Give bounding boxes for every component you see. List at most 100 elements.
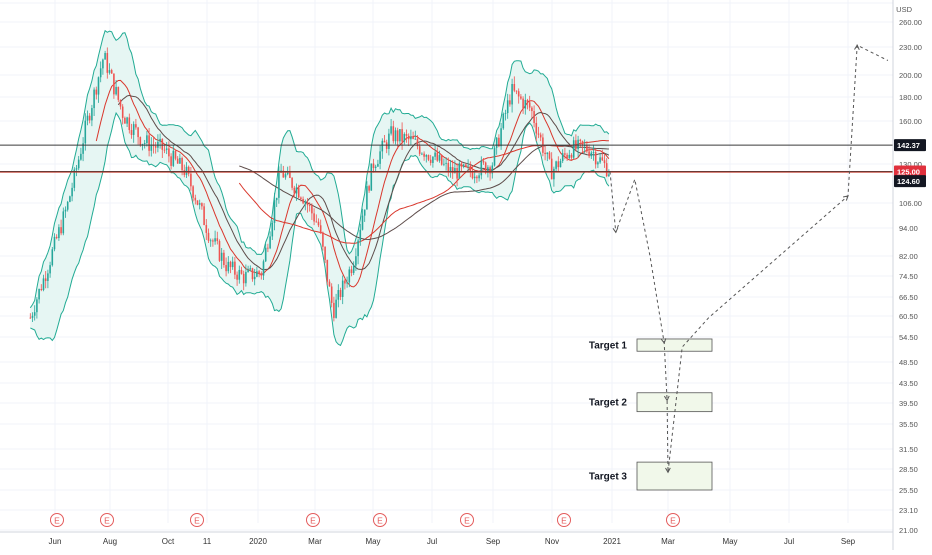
candle-body [58, 227, 60, 239]
earnings-marker[interactable]: E [557, 513, 571, 527]
candle-body [31, 315, 34, 318]
candle-body [269, 236, 271, 249]
candle-body [126, 117, 128, 124]
target-label: Target 2 [589, 398, 628, 409]
candle-body [262, 261, 265, 276]
candle-body [383, 140, 386, 143]
candle-body [471, 171, 474, 179]
candle-body [350, 269, 353, 274]
candle-body [47, 273, 49, 281]
projection-path[interactable] [609, 44, 889, 474]
candle-body [568, 154, 571, 158]
candle-body [282, 170, 285, 178]
earnings-marker[interactable]: E [373, 513, 387, 527]
candle-body [509, 100, 511, 105]
candle-body [71, 187, 73, 197]
price-tick-label: 23.10 [899, 506, 918, 515]
candle-body [557, 161, 560, 168]
time-tick-label: May [722, 537, 737, 546]
candle-body [460, 163, 463, 167]
projection-arrowhead [842, 195, 849, 201]
time-tick-label: Nov [545, 537, 559, 546]
candle-body [295, 187, 298, 194]
candle-body [38, 289, 40, 300]
price-label-text: 124.60 [897, 177, 920, 186]
candle-body [137, 127, 139, 138]
horizontal-lines[interactable] [0, 144, 893, 173]
candle-body [209, 240, 212, 242]
candle-body [218, 241, 221, 261]
candle-body [594, 152, 597, 165]
candle-body [601, 157, 604, 161]
earnings-marker-letter: E [104, 516, 110, 526]
price-tick-label: 21.00 [899, 526, 918, 535]
candle-body [234, 261, 236, 275]
candle-body [181, 157, 183, 171]
candle-body [190, 173, 192, 187]
candle-body [44, 278, 47, 281]
earnings-marker[interactable]: E [190, 513, 204, 527]
earnings-marker-letter: E [670, 516, 676, 526]
target-zone[interactable] [636, 392, 713, 413]
candle-body [95, 89, 98, 95]
candle-body [40, 289, 43, 290]
candle-body [304, 201, 307, 204]
price-tick-label: 39.50 [899, 399, 918, 408]
earnings-marker[interactable]: E [50, 513, 64, 527]
candle-body [271, 222, 274, 237]
price-tick-label: 43.50 [899, 379, 918, 388]
target-zones[interactable]: Target 1 Target 2 Target 3 [589, 338, 713, 491]
candle-body [97, 77, 100, 95]
time-tick-label: 2020 [249, 537, 267, 546]
price-tick-label: 74.50 [899, 272, 918, 281]
candle-body [29, 317, 32, 319]
candle-body [368, 186, 370, 191]
candle-body [275, 197, 278, 201]
candle-body [513, 84, 516, 91]
time-tick-label: Mar [661, 537, 675, 546]
candle-body [53, 236, 56, 250]
candle-body [535, 122, 538, 134]
price-label-text: 142.37 [897, 141, 920, 150]
price-tick-label: 180.00 [899, 93, 922, 102]
candle-body [502, 113, 505, 129]
candle-body [216, 238, 219, 242]
candle-body [438, 155, 441, 161]
candle-body [566, 154, 568, 158]
candle-body [392, 126, 395, 142]
candle-body [55, 236, 58, 239]
candle-body [240, 269, 243, 274]
candle-body [203, 206, 205, 226]
candle-body [597, 162, 599, 165]
earnings-marker-letter: E [377, 516, 383, 526]
earnings-marker[interactable]: E [306, 513, 320, 527]
target-zone[interactable] [636, 338, 713, 352]
band-lower [30, 111, 610, 347]
candle-body [223, 252, 225, 266]
earnings-marker-circle [460, 513, 474, 527]
price-tick-label: 31.50 [899, 445, 918, 454]
candle-body [443, 163, 445, 165]
candle-body [366, 186, 368, 210]
price-label-bg [894, 165, 926, 178]
earnings-marker-circle [50, 513, 64, 527]
earnings-marker[interactable]: E [460, 513, 474, 527]
candle-body [381, 140, 384, 152]
candle-body [352, 265, 355, 274]
price-tick-label: 35.50 [899, 420, 918, 429]
candle-body [132, 124, 135, 135]
candle-body [377, 163, 379, 167]
candle-body [77, 159, 80, 169]
candle-body [185, 166, 188, 175]
candle-body [267, 247, 269, 249]
candle-body [229, 261, 232, 268]
earnings-marker[interactable]: E [100, 513, 114, 527]
projection-line[interactable] [609, 44, 889, 473]
target-zone[interactable] [636, 461, 713, 491]
candle-body [196, 200, 199, 205]
earnings-marker[interactable]: E [666, 513, 680, 527]
